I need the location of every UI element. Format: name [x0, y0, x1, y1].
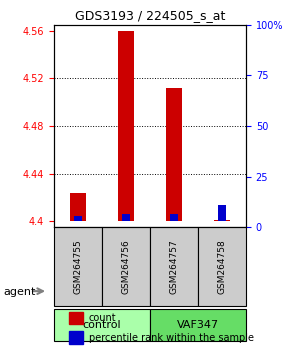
- Text: GSM264758: GSM264758: [218, 239, 226, 294]
- Bar: [218, 205, 226, 221]
- Text: agent: agent: [3, 287, 35, 297]
- FancyBboxPatch shape: [150, 309, 246, 341]
- Bar: [170, 214, 178, 221]
- Text: GSM264756: GSM264756: [122, 239, 130, 294]
- Bar: [214, 220, 230, 221]
- Text: percentile rank within the sample: percentile rank within the sample: [88, 333, 254, 343]
- Bar: [70, 193, 86, 221]
- FancyBboxPatch shape: [54, 309, 150, 341]
- Text: GSM264757: GSM264757: [169, 239, 178, 294]
- Bar: [69, 312, 83, 324]
- Text: GSM264755: GSM264755: [74, 239, 82, 294]
- FancyBboxPatch shape: [102, 227, 150, 306]
- Bar: [166, 88, 182, 221]
- Title: GDS3193 / 224505_s_at: GDS3193 / 224505_s_at: [75, 9, 225, 22]
- Bar: [74, 216, 82, 221]
- Text: VAF347: VAF347: [177, 320, 219, 330]
- FancyBboxPatch shape: [150, 227, 198, 306]
- FancyBboxPatch shape: [198, 227, 246, 306]
- FancyBboxPatch shape: [54, 227, 102, 306]
- Bar: [122, 214, 130, 221]
- Bar: [118, 31, 134, 221]
- Bar: [69, 331, 83, 344]
- Text: count: count: [88, 313, 116, 323]
- Text: control: control: [83, 320, 121, 330]
